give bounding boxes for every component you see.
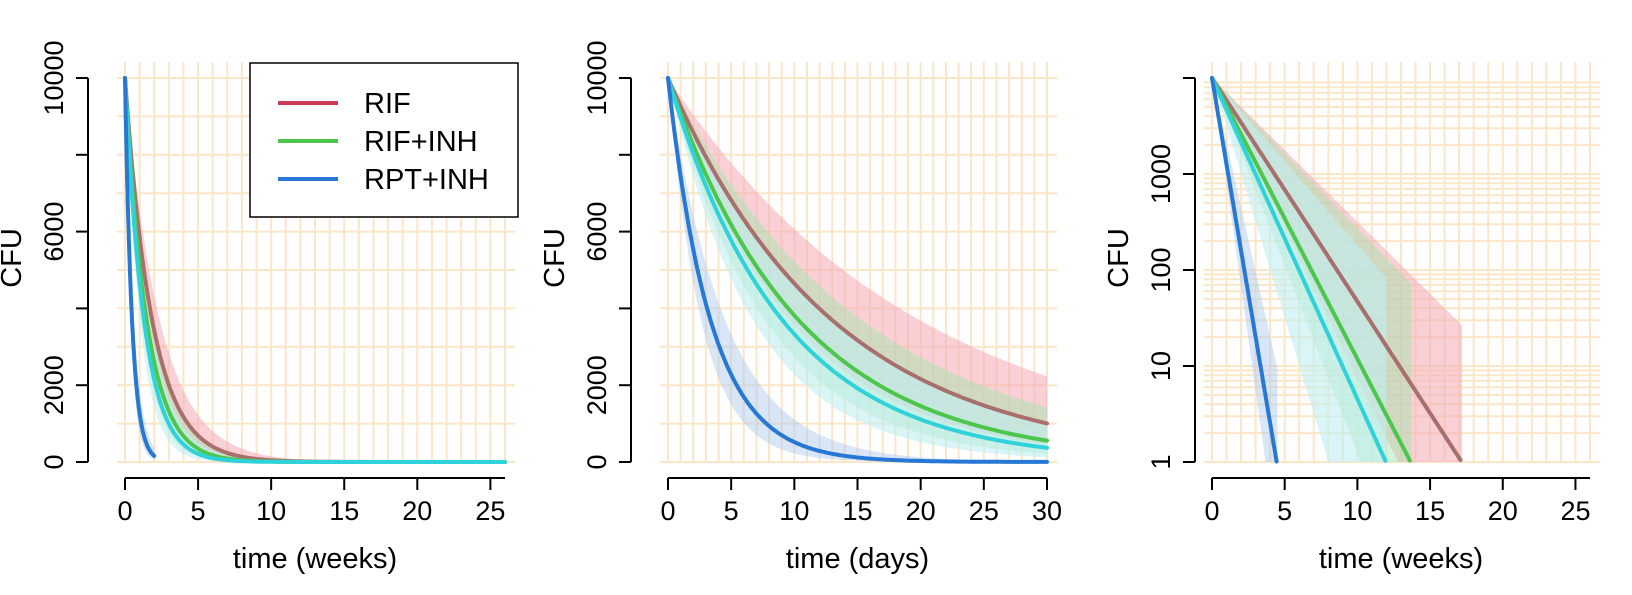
axes: 0 5 10 15 20 25 30 0 2000 6000 10000	[582, 40, 1062, 526]
series-line-rif-inh	[1210, 76, 1412, 463]
x-axis-label: time (weeks)	[1319, 543, 1483, 575]
x-tick-label: 5	[724, 496, 739, 526]
legend-entry: RIF	[364, 88, 411, 120]
series-line-unlabeled	[1210, 76, 1388, 463]
y-tick-label: 6000	[39, 202, 69, 262]
x-tick-label: 10	[779, 496, 809, 526]
y-tick-label: 100	[1146, 247, 1176, 292]
y-tick-label: 0	[582, 454, 612, 469]
x-tick-label: 0	[660, 496, 675, 526]
axes: 0 5 10 15 20 25 1 10 100 1000	[1146, 77, 1590, 526]
y-tick-label: 10	[1146, 351, 1176, 381]
x-tick-label: 20	[906, 496, 936, 526]
x-tick-label: 15	[1415, 496, 1445, 526]
legend-entry: RPT+INH	[364, 164, 489, 196]
y-tick-label: 2000	[39, 355, 69, 415]
series-line-rpt-inh	[123, 76, 157, 458]
series-line-unlabeled	[123, 76, 507, 464]
y-axis-label: CFU	[539, 228, 571, 288]
x-tick-label: 10	[1342, 496, 1372, 526]
panel-cfu-days-linear: 0 5 10 15 20 25 30 0 2000 6000 10000 time (days) CFU	[539, 40, 1062, 575]
y-tick-label: 6000	[582, 202, 612, 262]
series-line-rif	[666, 76, 1049, 426]
legend: RIF RIF+INH RPT+INH	[249, 62, 519, 218]
x-tick-label: 5	[191, 496, 206, 526]
series-line-rpt-inh	[666, 76, 1049, 464]
series-band-0	[668, 78, 1047, 445]
x-tick-label: 15	[329, 496, 359, 526]
x-tick-label: 30	[1032, 496, 1062, 526]
y-tick-label: 1	[1146, 454, 1176, 469]
y-axis-label: CFU	[1103, 228, 1135, 288]
x-tick-label: 25	[475, 496, 505, 526]
x-tick-label: 25	[969, 496, 999, 526]
series-band-2	[125, 78, 505, 462]
series-line-rif	[1210, 76, 1463, 462]
series-line-unlabeled	[666, 76, 1049, 450]
y-axis-label: CFU	[0, 228, 28, 288]
y-tick-label: 2000	[582, 355, 612, 415]
x-tick-label: 5	[1277, 496, 1292, 526]
panel-cfu-weeks-linear: 0 5 10 15 20 25 0 2000 6000 10000 time (weeks) CFU R…	[0, 40, 519, 575]
y-tick-label: 10000	[582, 40, 612, 115]
x-axis-label: time (weeks)	[233, 543, 397, 575]
x-axis-label: time (days)	[786, 543, 929, 575]
series-band-2	[668, 78, 1047, 458]
x-tick-label: 15	[842, 496, 872, 526]
panel-cfu-weeks-log: 0 5 10 15 20 25 1 10 100 1000 time (weeks) CFU	[1103, 62, 1600, 575]
legend-entry: RIF+INH	[364, 126, 478, 158]
axes: 0 5 10 15 20 25 0 2000 6000 10000	[39, 40, 505, 526]
y-tick-label: 0	[39, 454, 69, 469]
y-tick-label: 10000	[39, 40, 69, 115]
x-tick-label: 0	[117, 496, 132, 526]
series-line-rpt-inh	[1210, 76, 1279, 464]
x-tick-label: 20	[1488, 496, 1518, 526]
y-tick-label: 1000	[1146, 144, 1176, 204]
x-tick-label: 25	[1560, 496, 1590, 526]
x-tick-label: 0	[1204, 496, 1219, 526]
x-tick-label: 20	[402, 496, 432, 526]
series-line-rif-inh	[666, 76, 1049, 443]
x-tick-label: 10	[256, 496, 286, 526]
